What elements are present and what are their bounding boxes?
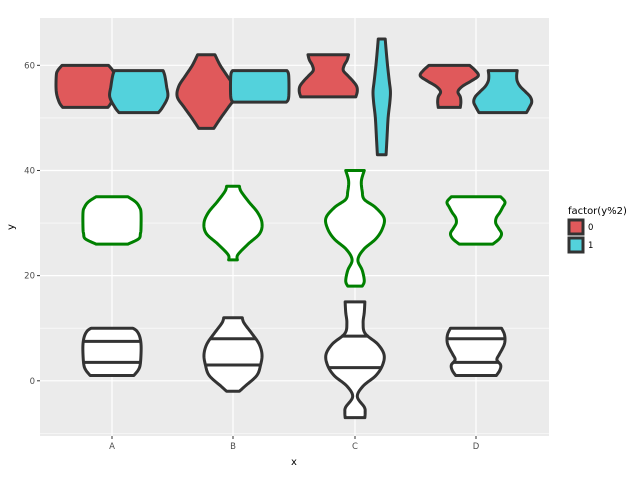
- legend-title: factor(y%2): [568, 206, 627, 217]
- violin-s3-A: [108, 69, 170, 115]
- violin-s3-B: [228, 69, 291, 104]
- violin-s2-D: [418, 63, 480, 109]
- violin-s0-C: [324, 300, 386, 420]
- x-tick-label-B: B: [230, 442, 236, 452]
- x-tick-label-D: D: [473, 442, 480, 452]
- legend-label-1: 1: [588, 241, 593, 251]
- legend-key-1[interactable]: [567, 236, 585, 254]
- violin-s1-C: [324, 168, 386, 288]
- violin-s0-D: [445, 326, 507, 378]
- violin-s1-A: [81, 195, 143, 246]
- legend-key-0[interactable]: [567, 218, 585, 236]
- violin-layer: [54, 37, 534, 420]
- violin-s1-B: [202, 184, 264, 262]
- violin-s2-A: [54, 63, 117, 109]
- y-axis-title: y: [6, 224, 17, 230]
- legend: factor(y%2) 0 1: [567, 206, 627, 254]
- violin-s1-D: [445, 195, 507, 246]
- legend-label-0: 0: [588, 223, 593, 233]
- axis-layer: 0 20 40 60 A B C D: [24, 61, 480, 452]
- x-tick-label-C: C: [352, 442, 358, 452]
- y-tick-label-2: 40: [24, 166, 35, 176]
- y-tick-label-0: 0: [30, 377, 35, 387]
- x-axis-title: x: [291, 457, 297, 468]
- violin-s3-C: [371, 37, 392, 157]
- violin-s0-B: [202, 316, 264, 393]
- y-tick-label-3: 60: [24, 61, 35, 71]
- x-tick-label-A: A: [109, 442, 115, 452]
- violin-s2-C: [297, 53, 359, 99]
- violin-s0-A: [81, 326, 143, 378]
- y-tick-label-1: 20: [24, 272, 35, 282]
- violin-s2-B: [175, 53, 238, 130]
- violin-s3-D: [472, 69, 534, 115]
